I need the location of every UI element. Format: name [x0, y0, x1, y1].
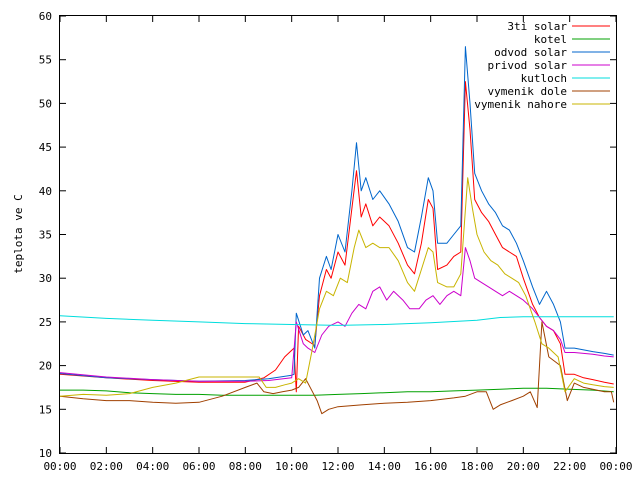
y-axis-label: teplota ve C	[12, 194, 25, 273]
y-tick-label: 10	[39, 447, 52, 460]
y-tick-label: 30	[39, 272, 52, 285]
legend-label: vymenik nahore	[474, 98, 567, 111]
legend-label: 3ti solar	[507, 20, 567, 33]
x-tick-label: 14:00	[368, 460, 401, 473]
x-tick-label: 00:00	[599, 460, 632, 473]
series-lines	[59, 46, 615, 415]
x-tick-label: 20:00	[507, 460, 540, 473]
x-tick-label: 16:00	[414, 460, 447, 473]
x-tick-label: 06:00	[182, 460, 215, 473]
legend-label: odvod solar	[494, 46, 567, 59]
legend-label: privod solar	[488, 59, 568, 72]
x-tick-label: 00:00	[43, 460, 76, 473]
x-axis-ticks: 00:00 02:00 04:00 06:00 08:00 10:00 12:00 14:00…	[43, 16, 633, 473]
x-tick-label: 04:00	[136, 460, 169, 473]
series-line-privod-solar	[59, 247, 614, 382]
legend-label: kutloch	[521, 72, 567, 85]
x-tick-label: 12:00	[321, 460, 354, 473]
y-tick-label: 40	[39, 185, 52, 198]
plot-frame	[59, 15, 617, 454]
x-tick-label: 22:00	[553, 460, 586, 473]
series-line-vymenik-nahore	[59, 177, 614, 397]
y-tick-label: 25	[39, 316, 52, 329]
series-line-vymenik-dole	[59, 321, 615, 415]
x-tick-label: 10:00	[275, 460, 308, 473]
y-tick-label: 20	[39, 360, 52, 373]
series-line-odvod-solar	[59, 46, 614, 382]
x-tick-label: 18:00	[460, 460, 493, 473]
series-line-kutloch	[59, 315, 614, 326]
y-tick-label: 45	[39, 141, 52, 154]
y-tick-label: 15	[39, 403, 52, 416]
series-line-3ti-solar	[59, 81, 614, 393]
series-line-kotel	[60, 387, 614, 396]
y-tick-label: 50	[39, 97, 52, 110]
x-tick-label: 02:00	[90, 460, 123, 473]
y-tick-label: 60	[39, 10, 52, 23]
y-tick-label: 55	[39, 54, 52, 67]
x-tick-label: 08:00	[229, 460, 262, 473]
y-tick-label: 35	[39, 229, 52, 242]
legend-label: kotel	[534, 33, 567, 46]
y-axis-ticks: 10 15 20 25 30 35 40 45 50 55 60	[39, 10, 616, 460]
legend-label: vymenik dole	[488, 85, 567, 98]
